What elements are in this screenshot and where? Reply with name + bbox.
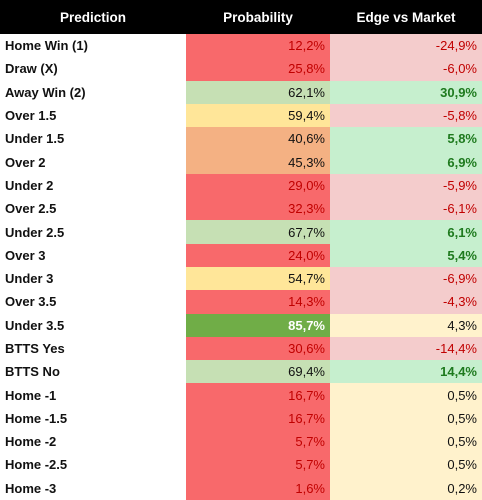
- table-row: Away Win (2) 62,1% 30,9%: [0, 80, 482, 104]
- edge-cell: 0,5%: [330, 406, 482, 431]
- table-row: Under 1.5 40,6% 5,8%: [0, 127, 482, 151]
- prediction-cell: Home -3: [0, 476, 186, 500]
- probability-cell: 29,0%: [186, 173, 330, 198]
- prediction-cell: Over 3.5: [0, 290, 186, 314]
- edge-cell: -24,9%: [330, 34, 482, 58]
- table-row: Over 3 24,0% 5,4%: [0, 243, 482, 267]
- column-header: Edge vs Market: [330, 0, 482, 34]
- table-row: BTTS Yes 30,6% -14,4%: [0, 336, 482, 361]
- edge-cell: 14,4%: [330, 360, 482, 384]
- prediction-cell: BTTS Yes: [0, 336, 186, 361]
- prediction-cell: Over 2.5: [0, 197, 186, 221]
- probability-cell: 12,2%: [186, 34, 330, 58]
- probability-cell: 16,7%: [186, 406, 330, 431]
- prediction-cell: Over 1.5: [0, 103, 186, 128]
- table-row: Over 3.5 14,3% -4,3%: [0, 290, 482, 314]
- edge-cell: -14,4%: [330, 336, 482, 361]
- edge-cell: -5,8%: [330, 103, 482, 128]
- probability-cell: 30,6%: [186, 336, 330, 361]
- probability-cell: 16,7%: [186, 383, 330, 407]
- probability-cell: 5,7%: [186, 430, 330, 454]
- prediction-cell: Over 3: [0, 243, 186, 267]
- edge-cell: 4,3%: [330, 313, 482, 337]
- edge-cell: 6,1%: [330, 220, 482, 244]
- prediction-cell: Home -2: [0, 430, 186, 454]
- probability-cell: 25,8%: [186, 57, 330, 81]
- edge-cell: -4,3%: [330, 290, 482, 314]
- edge-cell: 0,5%: [330, 383, 482, 407]
- prediction-cell: Under 3: [0, 266, 186, 291]
- table-row: Home -2 5,7% 0,5%: [0, 430, 482, 454]
- table-row: Over 2 45,3% 6,9%: [0, 150, 482, 174]
- table-row: BTTS No 69,4% 14,4%: [0, 360, 482, 384]
- prediction-cell: Under 2: [0, 173, 186, 198]
- edge-cell: -5,9%: [330, 173, 482, 198]
- probability-cell: 45,3%: [186, 150, 330, 174]
- edge-cell: -6,1%: [330, 197, 482, 221]
- edge-cell: 0,5%: [330, 453, 482, 477]
- prediction-cell: Over 2: [0, 150, 186, 174]
- table-row: Draw (X) 25,8% -6,0%: [0, 57, 482, 81]
- probability-cell: 69,4%: [186, 360, 330, 384]
- edge-cell: -6,0%: [330, 57, 482, 81]
- prediction-cell: Home Win (1): [0, 34, 186, 58]
- prediction-cell: Under 2.5: [0, 220, 186, 244]
- edge-cell: 6,9%: [330, 150, 482, 174]
- table-row: Under 3.5 85,7% 4,3%: [0, 313, 482, 337]
- edge-cell: 5,8%: [330, 127, 482, 151]
- table-body: Home Win (1) 12,2% -24,9% Draw (X) 25,8% -6,0…: [0, 34, 482, 500]
- edge-cell: -6,9%: [330, 266, 482, 291]
- edge-cell: 0,2%: [330, 476, 482, 500]
- column-header: Prediction: [0, 0, 186, 34]
- probability-cell: 85,7%: [186, 313, 330, 337]
- probability-cell: 54,7%: [186, 266, 330, 291]
- prediction-cell: Draw (X): [0, 57, 186, 81]
- probability-cell: 32,3%: [186, 197, 330, 221]
- edge-cell: 5,4%: [330, 243, 482, 267]
- table-row: Home -3 1,6% 0,2%: [0, 476, 482, 500]
- table-row: Under 2.5 67,7% 6,1%: [0, 220, 482, 244]
- prediction-cell: Home -1.5: [0, 406, 186, 431]
- probability-cell: 67,7%: [186, 220, 330, 244]
- table-row: Home Win (1) 12,2% -24,9%: [0, 34, 482, 58]
- prediction-cell: BTTS No: [0, 360, 186, 384]
- prediction-cell: Home -1: [0, 383, 186, 407]
- probability-cell: 14,3%: [186, 290, 330, 314]
- probability-cell: 62,1%: [186, 80, 330, 104]
- probability-cell: 59,4%: [186, 103, 330, 128]
- table-row: Home -2.5 5,7% 0,5%: [0, 453, 482, 477]
- prediction-cell: Away Win (2): [0, 80, 186, 104]
- table-row: Under 2 29,0% -5,9%: [0, 173, 482, 198]
- probability-cell: 24,0%: [186, 243, 330, 267]
- probability-cell: 5,7%: [186, 453, 330, 477]
- table-row: Over 2.5 32,3% -6,1%: [0, 197, 482, 221]
- table-row: Home -1.5 16,7% 0,5%: [0, 406, 482, 431]
- prediction-cell: Home -2.5: [0, 453, 186, 477]
- table-row: Over 1.5 59,4% -5,8%: [0, 103, 482, 128]
- table-row: Under 3 54,7% -6,9%: [0, 266, 482, 291]
- header-row: Prediction Probability Edge vs Market: [0, 0, 482, 34]
- probability-cell: 1,6%: [186, 476, 330, 500]
- probability-cell: 40,6%: [186, 127, 330, 151]
- table-row: Home -1 16,7% 0,5%: [0, 383, 482, 407]
- prediction-cell: Under 3.5: [0, 313, 186, 337]
- prediction-cell: Under 1.5: [0, 127, 186, 151]
- edge-cell: 0,5%: [330, 430, 482, 454]
- column-header: Probability: [186, 0, 330, 34]
- edge-cell: 30,9%: [330, 80, 482, 104]
